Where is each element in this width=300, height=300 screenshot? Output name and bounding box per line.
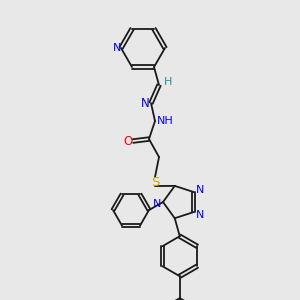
- Text: N: N: [141, 97, 149, 110]
- Text: H: H: [164, 77, 172, 87]
- Text: N: N: [153, 199, 161, 209]
- Text: NH: NH: [157, 116, 173, 126]
- Text: N: N: [196, 210, 204, 220]
- Text: N: N: [196, 185, 204, 195]
- Text: N: N: [113, 43, 121, 53]
- Text: S: S: [151, 176, 159, 189]
- Text: O: O: [123, 135, 133, 148]
